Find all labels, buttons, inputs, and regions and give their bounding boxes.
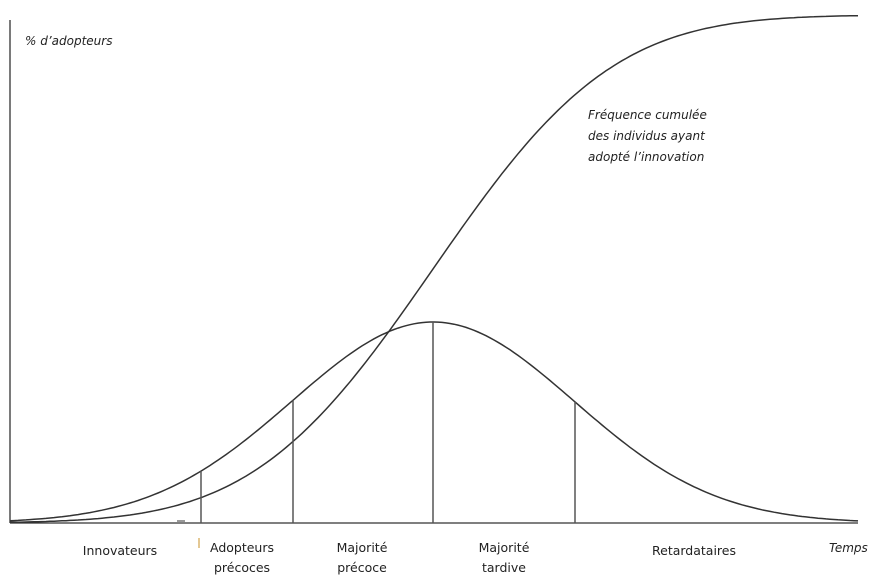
bell-curve [9,321,859,522]
curve-label: des individus ayant [588,129,706,143]
curve-label: adopté l’innovation [588,150,704,164]
segment-label: Innovateurs [83,543,157,558]
segment-label: Majorité [479,540,530,555]
curve-label: Fréquence cumulée [588,108,707,122]
y-axis-label: % d’adopteurs [25,34,112,48]
segment-label: Retardataires [652,543,736,558]
segment-label: Majorité [337,540,388,555]
cumulative-curve [9,14,858,524]
x-axis-label: Temps [829,541,868,555]
segment-label: précoce [337,560,387,575]
segment-label: précoces [214,560,270,575]
segment-label: tardive [482,560,526,575]
segment-label: Adopteurs [210,540,274,555]
